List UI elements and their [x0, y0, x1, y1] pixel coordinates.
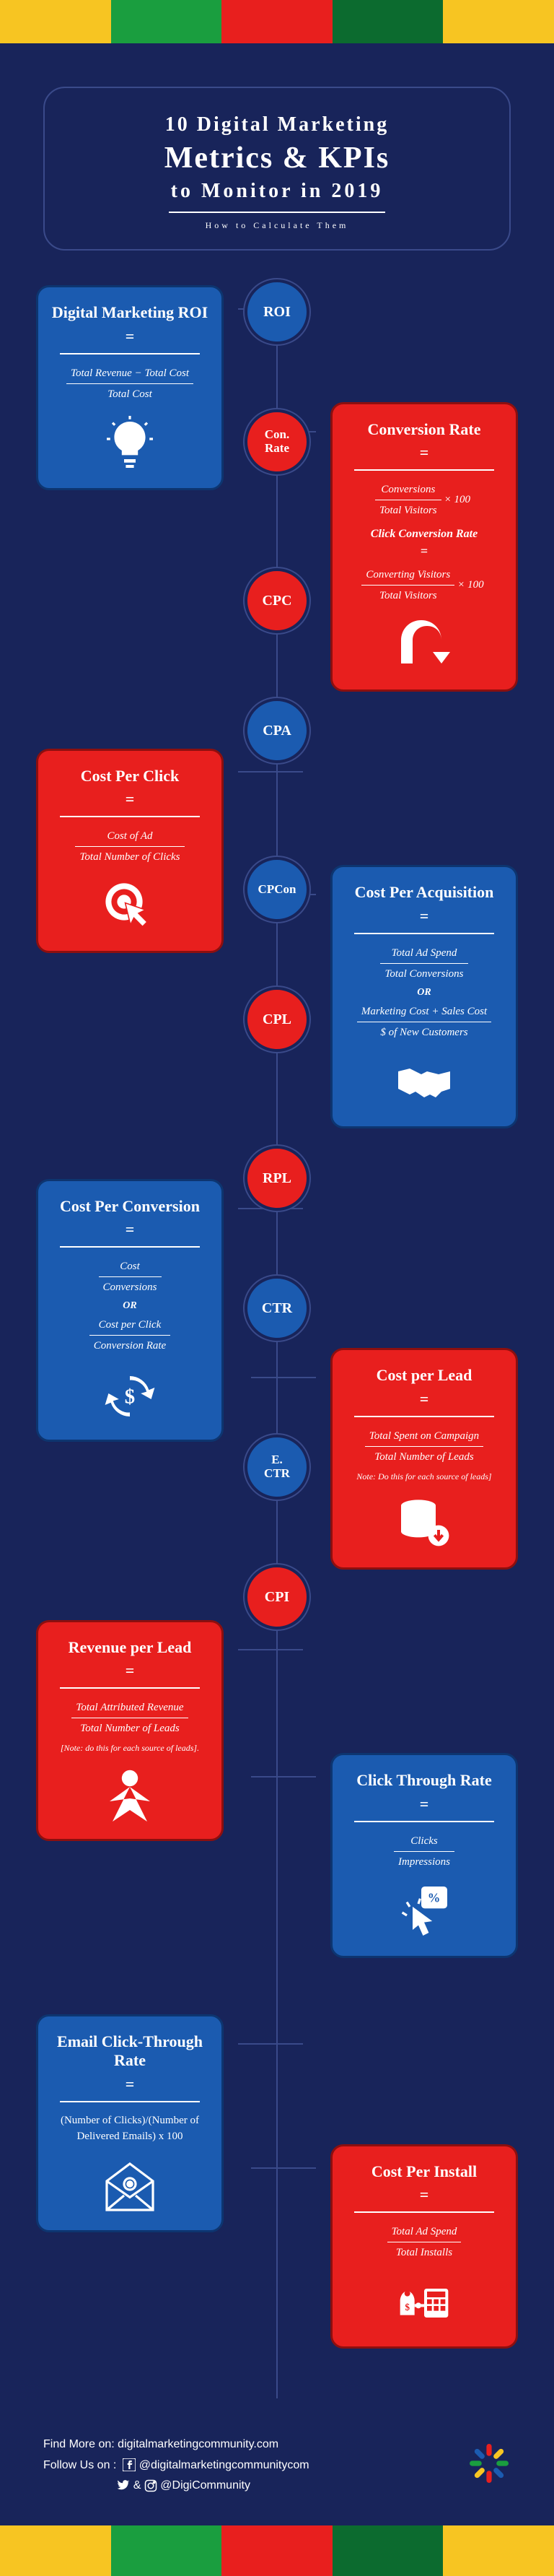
bottom-color-bars	[0, 2525, 554, 2576]
card-cpi-formula: Total Ad SpendTotal Installs	[346, 2223, 503, 2261]
badge-rpl: RPL	[245, 1146, 309, 1211]
card-cpc-formula: Cost of AdTotal Number of Clicks	[51, 827, 208, 866]
database-download-icon	[346, 1495, 503, 1553]
footer: Find More on: digitalmarketingcommunity.…	[0, 2413, 554, 2525]
card-ctr: Click Through Rate = ClicksImpressions %	[330, 1753, 518, 1957]
badge-roi: ROI	[245, 279, 309, 344]
badge-ctr: CTR	[245, 1276, 309, 1341]
badge-conrate: Con. Rate	[245, 409, 309, 474]
instagram-icon	[144, 2479, 157, 2492]
card-cpcon-or: OR	[51, 1300, 208, 1312]
footer-fb-handle: @digitalmarketingcommunitycom	[139, 2459, 309, 2471]
card-cpc-title: Cost Per Click	[51, 767, 208, 786]
target-click-icon	[51, 879, 208, 936]
header-line1: 10 Digital Marketing	[59, 113, 495, 136]
money-calculator-icon: $	[346, 2274, 503, 2332]
card-cpcon-formula1: CostConversions	[51, 1258, 208, 1296]
logo-icon	[467, 2442, 511, 2489]
card-rpl-note: [Note: do this for each source of leads]…	[51, 1743, 208, 1754]
badge-cpa: CPA	[245, 698, 309, 763]
card-roi: Digital Marketing ROI = Total Revenue − …	[36, 285, 224, 489]
card-rpl: Revenue per Lead = Total Attributed Reve…	[36, 1620, 224, 1841]
card-ctr-formula: ClicksImpressions	[346, 1832, 503, 1871]
card-cpcon-formula2: Cost per ClickConversion Rate	[51, 1316, 208, 1354]
card-roi-formula: Total Revenue − Total CostTotal Cost	[51, 365, 208, 403]
dollar-rotate-icon: $	[51, 1367, 208, 1425]
card-cpcon: Cost Per Conversion = CostConversions OR…	[36, 1179, 224, 1442]
header-subtitle: How to Calculate Them	[59, 220, 495, 231]
card-ectr-title: Email Click-Through Rate	[51, 2032, 208, 2071]
card-cpl-note: Note: Do this for each source of leads]	[346, 1471, 503, 1482]
card-conrate-sublabel: Click Conversion Rate	[346, 528, 503, 541]
header-line2: Metrics & KPIs	[59, 141, 495, 175]
footer-tw-handle: @DigiCommunity	[160, 2479, 250, 2492]
card-conrate-formula2: Converting VisitorsTotal Visitors× 100	[346, 566, 503, 604]
header-title-box: 10 Digital Marketing Metrics & KPIs to M…	[43, 87, 511, 251]
card-cpl-title: Cost per Lead	[346, 1366, 503, 1385]
card-conrate-title: Conversion Rate	[346, 420, 503, 439]
person-star-icon	[51, 1767, 208, 1824]
lightbulb-icon	[51, 416, 208, 474]
card-cpcon-title: Cost Per Conversion	[51, 1197, 208, 1216]
card-cpc: Cost Per Click = Cost of AdTotal Number …	[36, 749, 224, 953]
card-rpl-formula: Total Attributed RevenueTotal Number of …	[51, 1699, 208, 1737]
card-cpa: Cost Per Acquisition = Total Ad SpendTot…	[330, 865, 518, 1128]
header-line3: to Monitor in 2019	[59, 180, 495, 203]
card-cpa-formula2: Marketing Cost + Sales Cost$ of New Cust…	[346, 1003, 503, 1041]
facebook-icon	[123, 2458, 136, 2471]
card-ectr-formula: (Number of Clicks)/(Number of Delivered …	[51, 2112, 208, 2145]
footer-find-label: Find More on:	[43, 2438, 115, 2450]
card-cpi: Cost Per Install = Total Ad SpendTotal I…	[330, 2144, 518, 2349]
card-cpi-title: Cost Per Install	[346, 2162, 503, 2181]
footer-follow-label: Follow Us on :	[43, 2459, 116, 2471]
badge-ectr: E. CTR	[245, 1435, 309, 1500]
badge-cpcon: CPCon	[245, 857, 309, 922]
click-percent-icon: %	[346, 1884, 503, 1941]
badge-cpi: CPI	[245, 1565, 309, 1629]
u-turn-icon	[346, 617, 503, 675]
card-cpa-title: Cost Per Acquisition	[346, 883, 503, 902]
top-color-bars	[0, 0, 554, 43]
svg-text:$: $	[405, 2302, 410, 2312]
card-cpl: Cost per Lead = Total Spent on CampaignT…	[330, 1348, 518, 1569]
card-conversion-rate: Conversion Rate = ConversionsTotal Visit…	[330, 402, 518, 692]
card-cpa-formula1: Total Ad SpendTotal Conversions	[346, 944, 503, 983]
card-conrate-formula1: ConversionsTotal Visitors× 100	[346, 481, 503, 519]
footer-url[interactable]: digitalmarketingcommunity.com	[118, 2438, 278, 2450]
badge-cpl: CPL	[245, 987, 309, 1052]
card-rpl-title: Revenue per Lead	[51, 1638, 208, 1657]
infographic-content: ROI Con. Rate CPC CPA CPCon CPL RPL CTR …	[0, 279, 554, 2413]
svg-text:$: $	[125, 1385, 135, 1409]
card-ectr: Email Click-Through Rate = (Number of Cl…	[36, 2014, 224, 2232]
svg-text:%: %	[428, 1890, 441, 1905]
card-ctr-title: Click Through Rate	[346, 1771, 503, 1790]
handshake-icon	[346, 1054, 503, 1112]
card-roi-title: Digital Marketing ROI	[51, 303, 208, 322]
email-open-icon	[51, 2158, 208, 2216]
twitter-icon	[117, 2479, 130, 2492]
badge-cpc: CPC	[245, 568, 309, 633]
card-cpl-formula: Total Spent on CampaignTotal Number of L…	[346, 1427, 503, 1466]
card-cpa-or: OR	[346, 987, 503, 998]
